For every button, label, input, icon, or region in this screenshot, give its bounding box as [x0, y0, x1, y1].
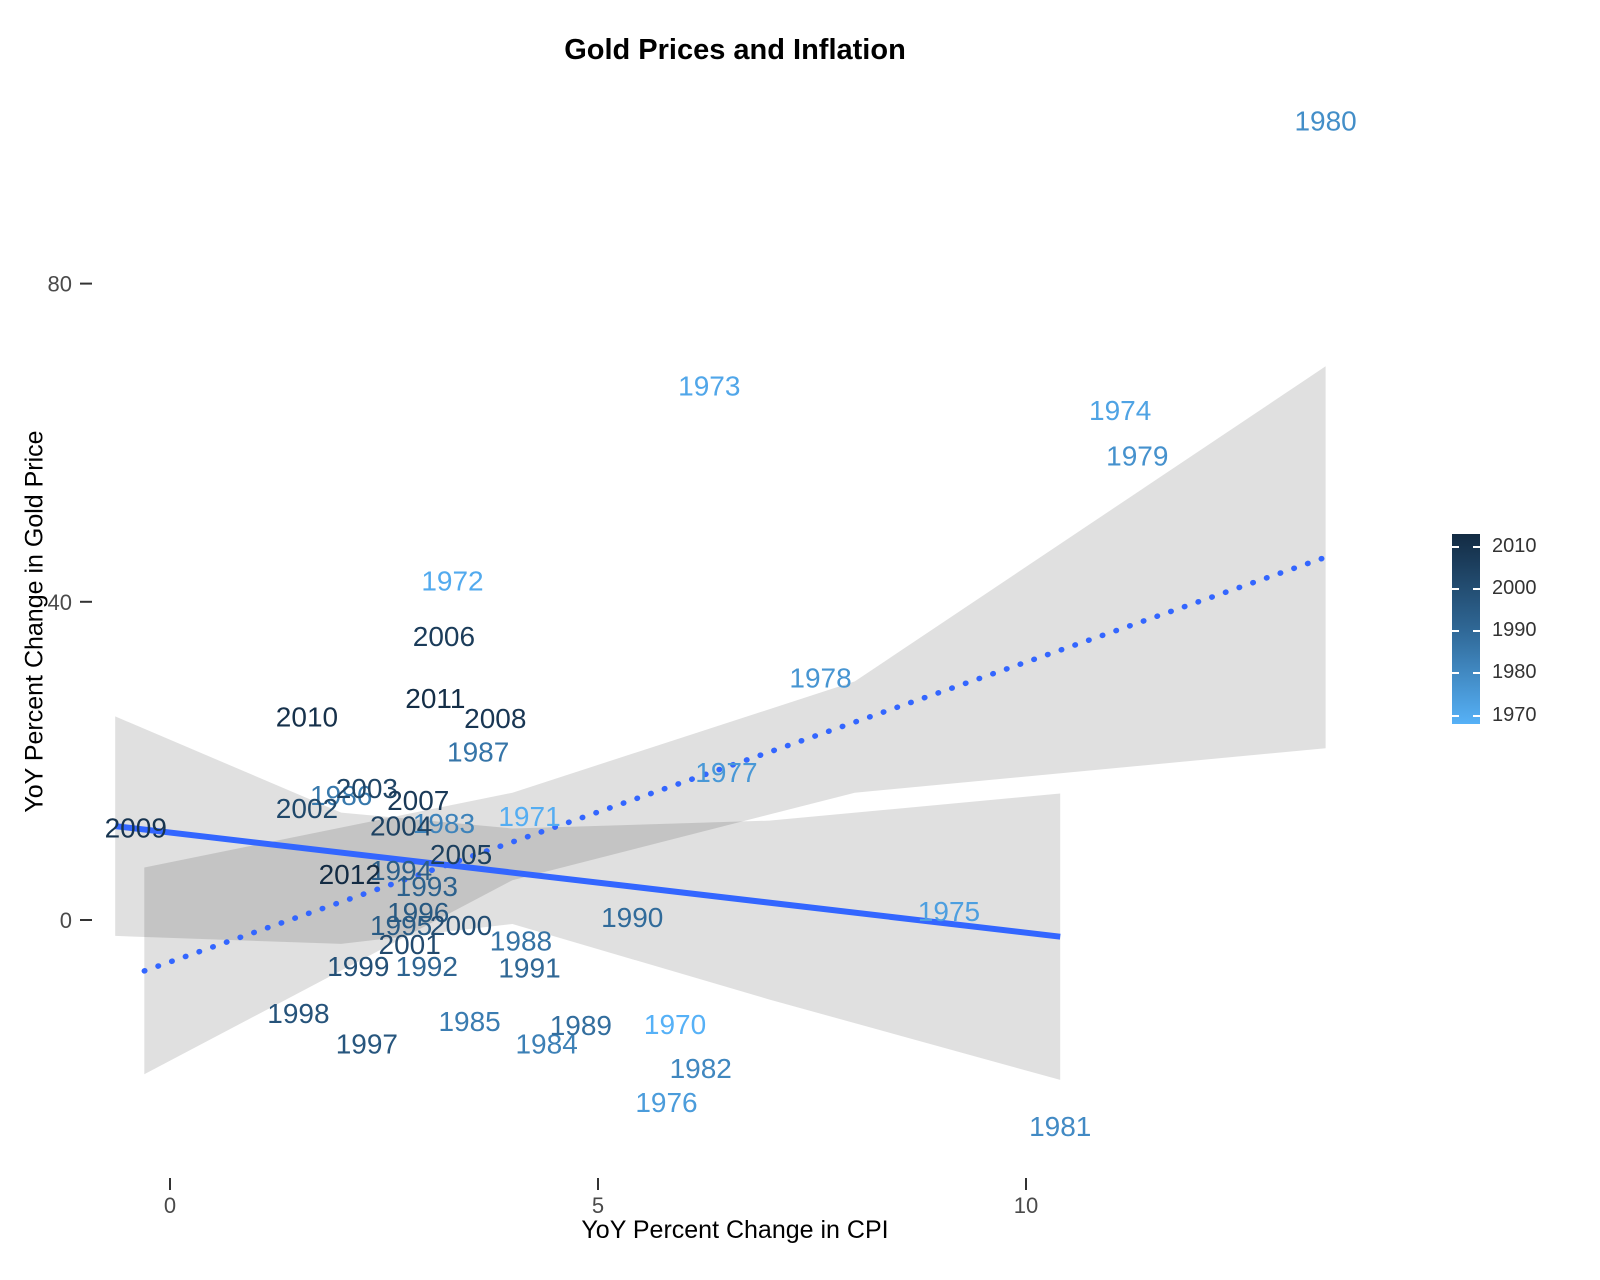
solid-fit-line — [114, 823, 1061, 940]
point-label-1988: 1988 — [490, 926, 552, 957]
point-label-1993: 1993 — [396, 871, 458, 902]
point-label-2009: 2009 — [105, 813, 167, 844]
legend-tick-mark — [1473, 714, 1480, 717]
point-label-1974: 1974 — [1089, 395, 1151, 426]
point-label-1995: 1995 — [370, 910, 432, 941]
x-tick-label: 5 — [592, 1193, 604, 1218]
point-label-2006: 2006 — [413, 621, 475, 652]
y-tick-label: 0 — [60, 908, 72, 933]
point-label-2008: 2008 — [464, 703, 526, 734]
point-label-1998: 1998 — [267, 998, 329, 1029]
point-label-2005: 2005 — [430, 839, 492, 870]
point-label-1987: 1987 — [447, 736, 509, 767]
point-label-1971: 1971 — [498, 801, 560, 832]
point-label-1989: 1989 — [550, 1010, 612, 1041]
point-label-2012: 2012 — [319, 859, 381, 890]
point-label-1981: 1981 — [1029, 1111, 1091, 1142]
legend-tick-label-1980: 1980 — [1492, 661, 1537, 684]
legend-tick-mark — [1452, 630, 1459, 633]
legend-tick-mark — [1452, 714, 1459, 717]
dotted-fit-line — [141, 554, 1329, 974]
point-label-2004: 2004 — [370, 810, 432, 841]
point-label-1996: 1996 — [387, 897, 449, 928]
point-label-2011: 2011 — [405, 683, 465, 714]
point-label-1979: 1979 — [1106, 440, 1168, 471]
dotted-fit-ci-band — [144, 366, 1326, 1075]
point-label-2003: 2003 — [336, 773, 398, 804]
point-label-1992: 1992 — [396, 951, 458, 982]
point-label-1978: 1978 — [789, 662, 851, 693]
legend-tick-mark — [1452, 545, 1459, 548]
legend-tick-label-1990: 1990 — [1492, 619, 1537, 642]
point-label-1983: 1983 — [413, 808, 475, 839]
legend-tick-mark — [1473, 630, 1480, 633]
y-tick-label: 80 — [48, 272, 72, 297]
legend-gradient-bar — [1452, 534, 1480, 724]
point-label-2007: 2007 — [387, 785, 449, 816]
chart-title: Gold Prices and Inflation — [564, 34, 906, 66]
point-label-1994: 1994 — [370, 855, 432, 886]
point-label-2002: 2002 — [276, 793, 338, 824]
point-label-1975: 1975 — [918, 896, 980, 927]
y-tick-label: 40 — [48, 590, 72, 615]
point-label-1986: 1986 — [310, 780, 372, 811]
point-label-1991: 1991 — [498, 953, 560, 984]
point-label-1970: 1970 — [644, 1009, 706, 1040]
solid-fit-ci-band — [115, 716, 1061, 1080]
point-label-1977: 1977 — [695, 757, 757, 788]
point-label-2010: 2010 — [276, 701, 338, 732]
point-label-1990: 1990 — [601, 902, 663, 933]
legend-tick-mark — [1473, 545, 1480, 548]
point-label-1985: 1985 — [438, 1006, 500, 1037]
legend-tick-mark — [1473, 587, 1480, 590]
x-tick-label: 10 — [1014, 1193, 1038, 1218]
point-label-1972: 1972 — [421, 565, 483, 596]
point-label-1999: 1999 — [327, 951, 389, 982]
point-label-1984: 1984 — [515, 1028, 577, 1059]
point-label-1980: 1980 — [1294, 106, 1356, 137]
point-label-1982: 1982 — [670, 1053, 732, 1084]
point-label-2000: 2000 — [430, 910, 492, 941]
legend-tick-mark — [1473, 672, 1480, 675]
x-tick-label: 0 — [164, 1193, 176, 1218]
point-label-2001: 2001 — [379, 929, 441, 960]
x-axis-title: YoY Percent Change in CPI — [581, 1216, 889, 1244]
legend-tick-label-2000: 2000 — [1492, 576, 1537, 599]
point-label-1997: 1997 — [336, 1028, 398, 1059]
legend-tick-mark — [1452, 587, 1459, 590]
legend-tick-mark — [1452, 672, 1459, 675]
point-label-1976: 1976 — [635, 1087, 697, 1118]
legend-tick-label-2010: 2010 — [1492, 534, 1537, 557]
color-legend: 2010 2000 1990 1980 1970 — [1448, 530, 1598, 736]
point-label-1973: 1973 — [678, 370, 740, 401]
legend-tick-label-1970: 1970 — [1492, 703, 1537, 726]
